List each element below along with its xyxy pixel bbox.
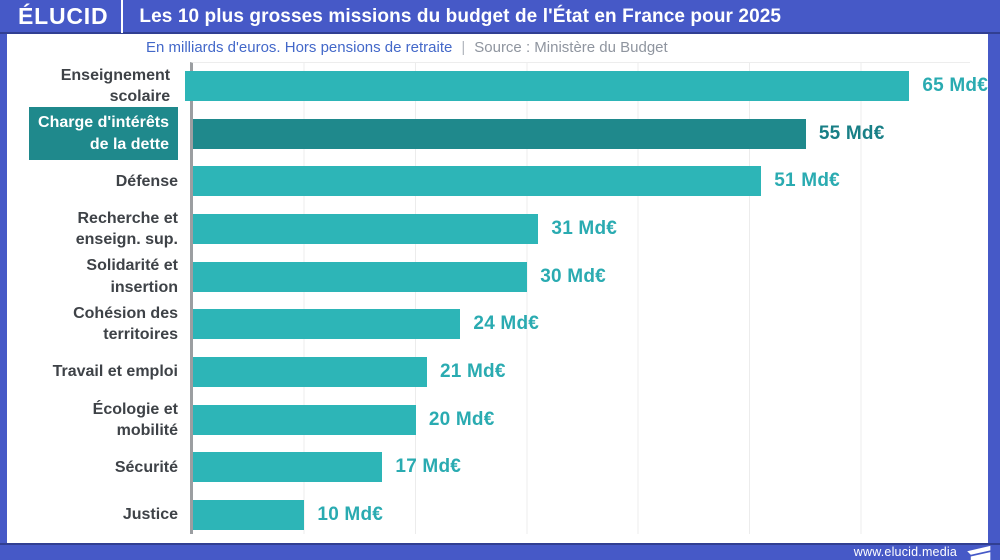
bar [193,404,416,435]
bar-row: Justice 10 Md€ [7,491,988,539]
category-label: Recherche et enseign. sup. [75,209,178,248]
category-label: Travail et emploi [52,363,178,381]
bar-track: 51 Md€ [193,157,988,205]
category-label: Écologie et mobilité [92,400,178,439]
category-label: Enseignement scolaire [60,66,171,105]
category-label: Solidarité et insertion [86,257,178,296]
footer-bar: www.elucid.media [0,543,1000,560]
bar [193,118,806,149]
bar [193,213,539,244]
value-label: 24 Md€ [473,313,540,335]
bar-track: 24 Md€ [193,300,988,348]
bar-track: 21 Md€ [193,348,988,396]
footer-url: www.elucid.media [853,545,957,560]
value-label: 55 Md€ [818,122,885,144]
category-label: Justice [122,506,178,524]
right-frame-border [988,34,1000,560]
bar-track: 31 Md€ [193,205,988,253]
bar-track: 10 Md€ [193,491,988,539]
bar-row: Solidarité et insertion 30 Md€ [7,253,988,301]
bar-row: Recherche et enseign. sup. 31 Md€ [7,205,988,253]
bar-track: 55 Md€ [193,110,988,158]
bar-rows: Enseignement scolaire 65 Md€ Charge d'inté… [7,60,988,539]
bar-row: Charge d'intérêts de la dette 55 Md€ [7,107,988,160]
bar-row: Défense 51 Md€ [7,157,988,205]
value-label: 31 Md€ [551,217,618,239]
elucid-logo: ÉLUCID [18,2,109,29]
subtitle-bar: En milliards d'euros. Hors pensions de r… [7,34,988,60]
bar-track: 20 Md€ [193,396,988,444]
bar-track: 17 Md€ [193,444,988,492]
category-label: Défense [115,172,178,190]
bar [193,452,383,483]
bar-row: Enseignement scolaire 65 Md€ [7,62,988,110]
value-label: 10 Md€ [317,504,384,526]
header-bar: ÉLUCID Les 10 plus grosses missions du b… [0,0,1000,34]
left-frame-border [0,34,7,560]
bar-row: Sécurité 17 Md€ [7,444,988,492]
bar [193,356,427,387]
value-label: 30 Md€ [540,265,606,287]
category-label: Charge d'intérêts de la dette [7,107,190,160]
chart-unit-note: En milliards d'euros. Hors pensions de r… [146,38,453,56]
value-label: 20 Md€ [428,408,495,430]
value-label: 21 Md€ [440,360,506,382]
value-label: 51 Md€ [774,170,840,192]
value-label: 17 Md€ [395,456,462,478]
bar-row: Travail et emploi 21 Md€ [7,348,988,396]
value-label: 65 Md€ [922,74,988,96]
bar-chart: Enseignement scolaire 65 Md€ Charge d'inté… [7,60,988,543]
bar [193,500,305,531]
bar-track: 30 Md€ [193,253,988,301]
bar-track: 65 Md€ [185,62,988,110]
header-divider [121,0,124,33]
bar-row: Écologie et mobilité 20 Md€ [7,396,988,444]
subtitle-separator: | [461,38,466,56]
elucid-mark-icon [967,545,991,560]
bar [193,261,528,292]
bar-row: Cohésion des territoires 24 Md€ [7,300,988,348]
chart-source: Source : Ministère du Budget [474,38,668,56]
category-label: Cohésion des territoires [73,305,178,344]
bar [193,309,461,340]
bar [185,70,910,101]
category-label: Sécurité [114,458,178,476]
bar [193,166,762,197]
page-title: Les 10 plus grosses missions du budget d… [139,5,782,27]
